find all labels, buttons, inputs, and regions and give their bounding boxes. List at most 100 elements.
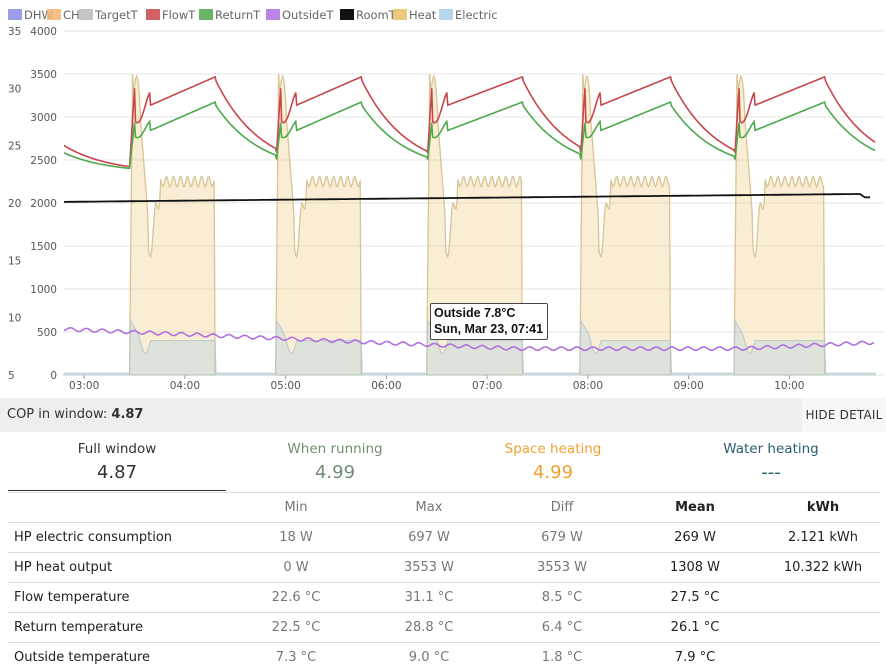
stat-kwh <box>766 582 880 613</box>
stats-header-name <box>8 492 234 523</box>
summary-value: 4.99 <box>532 462 574 483</box>
cop-summary: Full window 4.87 When running 4.99 Space… <box>0 432 886 494</box>
table-row: Return temperature 22.5 °C 28.8 °C 6.4 °… <box>8 612 880 643</box>
tooltip-series-value: Outside 7.8°C <box>434 306 516 320</box>
stats-table: Min Max Diff Mean kWh HP electric consum… <box>8 492 880 668</box>
tab-space-heating[interactable]: Space heating 4.99 <box>444 432 662 492</box>
table-row: HP electric consumption 18 W 697 W 679 W… <box>8 522 880 553</box>
summary-label: Full window <box>77 441 157 457</box>
stat-name: HP heat output <box>8 552 234 583</box>
table-row: HP heat output 0 W 3553 W 3553 W 1308 W … <box>8 552 880 583</box>
legend-swatch-ch <box>47 9 61 20</box>
stats-header-max: Max <box>358 492 500 523</box>
stat-min: 0 W <box>234 552 358 583</box>
stat-max: 31.1 °C <box>358 582 500 613</box>
stat-diff: 1.8 °C <box>500 642 624 668</box>
cop-value: 4.87 <box>111 407 144 422</box>
right-axis-tick: 1500 <box>30 241 57 253</box>
tab-water-heating[interactable]: Water heating --- <box>662 432 880 492</box>
stat-max: 3553 W <box>358 552 500 583</box>
legend-swatch-electric <box>439 9 453 20</box>
right-axis-tick: 2500 <box>30 155 57 167</box>
returnt-line <box>63 101 876 170</box>
x-axis-tick: 05:00 <box>271 380 301 392</box>
heatpump-chart[interactable]: DHW CH TargetT FlowT ReturnT OutsideT RoomT Hea… <box>0 0 886 398</box>
heat-area-cycle-5 <box>733 73 826 376</box>
left-axis-tick: 35 <box>8 26 21 38</box>
roomt-line <box>63 193 871 203</box>
legend-swatch-flowt <box>146 9 160 20</box>
legend-label-ch: CH <box>63 8 80 22</box>
right-axis-tick: 2000 <box>30 198 57 210</box>
legend-swatch-returnt <box>199 9 213 20</box>
legend-label-dhw: DHW <box>24 8 53 22</box>
left-axis-tick: 30 <box>8 83 21 95</box>
stat-mean: 1308 W <box>624 552 766 583</box>
stat-name: Flow temperature <box>8 582 234 613</box>
right-axis-tick: 500 <box>37 327 57 339</box>
stat-mean: 26.1 °C <box>624 612 766 643</box>
summary-label: Space heating <box>504 441 602 457</box>
stat-mean: 7.9 °C <box>624 642 766 668</box>
stat-kwh: 2.121 kWh <box>766 522 880 553</box>
x-axis-tick: 06:00 <box>371 380 401 392</box>
x-axis-tick: 03:00 <box>69 380 99 392</box>
electric-area <box>63 319 876 376</box>
x-axis-tick: 08:00 <box>573 380 603 392</box>
legend-swatch-outsidet <box>266 9 280 20</box>
hide-detail-button[interactable]: HIDE DETAIL <box>802 398 886 432</box>
heat-area-cycle-3 <box>426 73 524 376</box>
chart-tooltip: Outside 7.8°C Sun, Mar 23, 07:41 <box>430 303 549 340</box>
right-axis-tick: 1000 <box>30 284 57 296</box>
stat-kwh <box>766 642 880 668</box>
summary-value: 4.87 <box>96 462 138 483</box>
left-axis-tick: 20 <box>8 198 21 210</box>
stat-name: HP electric consumption <box>8 522 234 553</box>
heat-area-cycle-2 <box>274 73 362 376</box>
outsidet-line <box>63 326 875 352</box>
stat-min: 7.3 °C <box>234 642 358 668</box>
flowt-line <box>63 75 876 168</box>
left-axis-tick: 15 <box>8 255 21 267</box>
legend-label-flowt: FlowT <box>162 8 196 22</box>
legend-swatch-roomt <box>340 9 354 20</box>
stats-header-kwh: kWh <box>766 492 880 523</box>
x-axis-tick: 10:00 <box>774 380 804 392</box>
legend-label-heat: Heat <box>409 8 437 22</box>
legend-swatch-heat <box>393 9 407 20</box>
stats-header-min: Min <box>234 492 358 523</box>
summary-value: 4.99 <box>314 462 356 483</box>
chart-svg[interactable]: DHW CH TargetT FlowT ReturnT OutsideT RoomT Hea… <box>0 0 886 398</box>
tab-full-window[interactable]: Full window 4.87 <box>8 432 226 491</box>
cop-bar: COP in window: 4.87 HIDE DETAIL <box>0 398 886 432</box>
stats-header-mean: Mean <box>624 492 766 523</box>
stat-mean: 269 W <box>624 522 766 553</box>
stat-min: 22.6 °C <box>234 582 358 613</box>
stat-min: 22.5 °C <box>234 612 358 643</box>
stats-header-row: Min Max Diff Mean kWh <box>8 492 880 523</box>
stat-max: 697 W <box>358 522 500 553</box>
x-axis-tick: 04:00 <box>170 380 200 392</box>
stat-min: 18 W <box>234 522 358 553</box>
summary-label: Water heating <box>723 441 819 457</box>
right-axis-tick: 4000 <box>30 26 57 38</box>
summary-value: --- <box>761 462 781 483</box>
left-axis-tick: 25 <box>8 141 21 153</box>
left-axis-tick: 10 <box>8 313 21 325</box>
left-axis-tick: 5 <box>8 370 15 382</box>
heat-area-cycle-4 <box>579 73 672 376</box>
legend-label-targett: TargetT <box>94 8 139 22</box>
stat-max: 28.8 °C <box>358 612 500 643</box>
legend-label-roomt: RoomT <box>356 8 397 22</box>
x-axis-tick: 07:00 <box>472 380 502 392</box>
cop-label: COP in window: 4.87 <box>7 407 143 422</box>
table-row: Outside temperature 7.3 °C 9.0 °C 1.8 °C… <box>8 642 880 668</box>
tooltip-timestamp: Sun, Mar 23, 07:41 <box>434 322 544 336</box>
stat-name: Return temperature <box>8 612 234 643</box>
tab-when-running[interactable]: When running 4.99 <box>226 432 444 492</box>
stat-diff: 6.4 °C <box>500 612 624 643</box>
summary-label: When running <box>287 441 383 457</box>
stat-diff: 8.5 °C <box>500 582 624 613</box>
x-axis-tick: 09:00 <box>673 380 703 392</box>
right-axis-tick: 0 <box>50 370 57 382</box>
